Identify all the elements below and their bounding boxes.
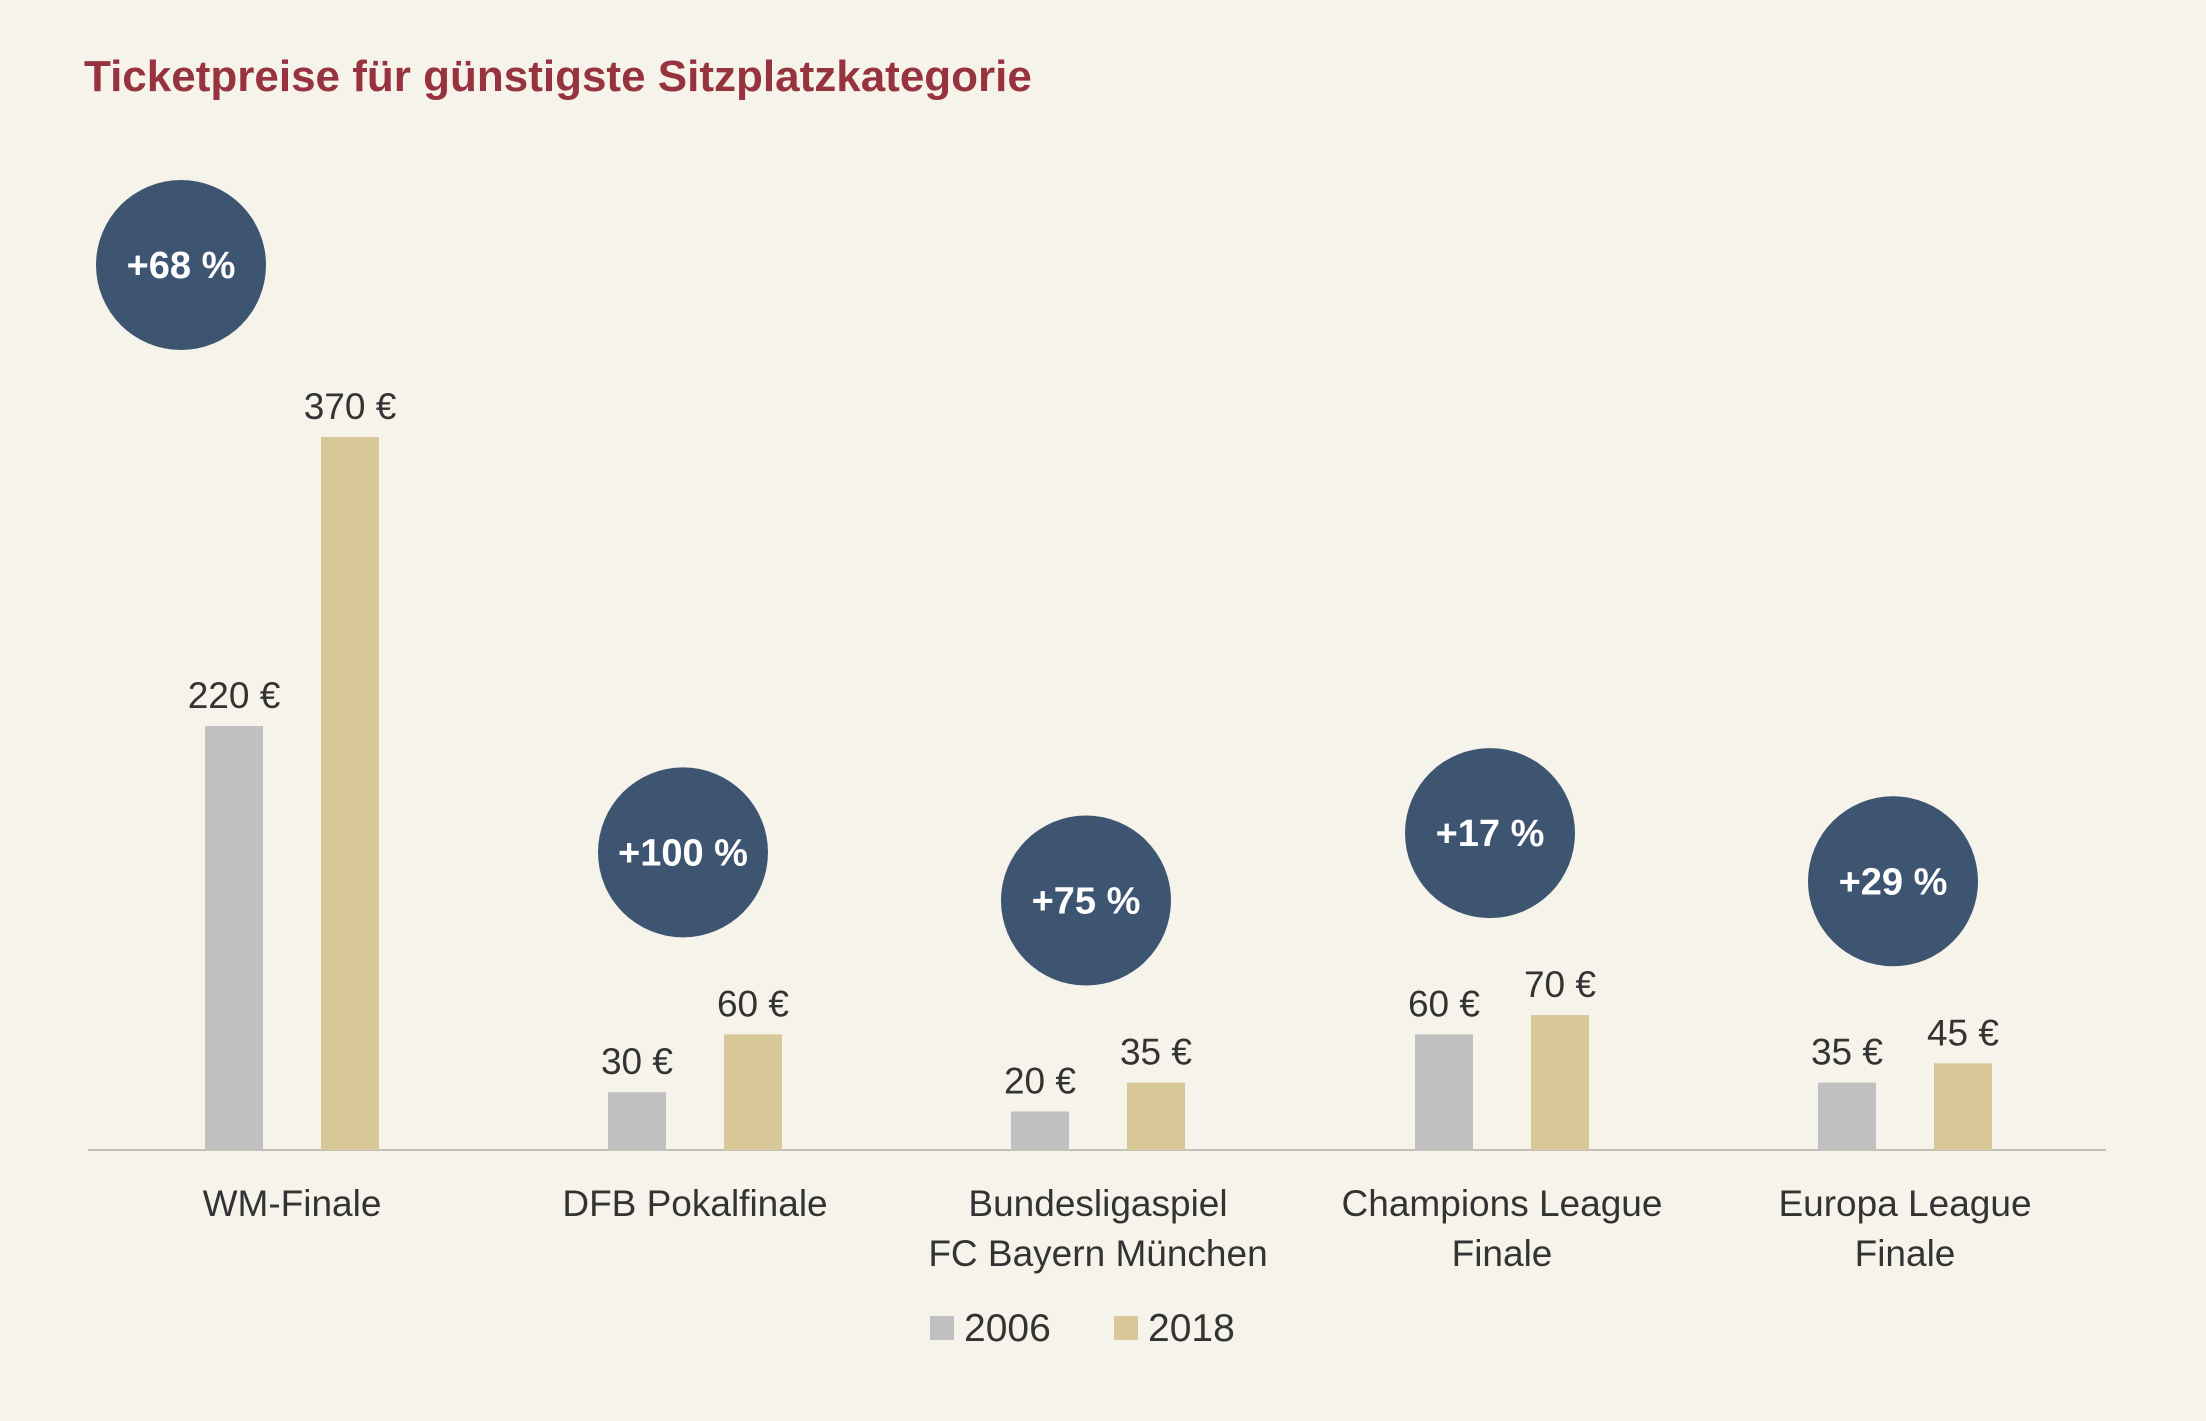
- category-label-4-0: Europa League: [1778, 1183, 2031, 1224]
- bar-2018-3: [1531, 1015, 1589, 1150]
- category-label-3-1: Finale: [1452, 1233, 1553, 1274]
- category-label-2-1: FC Bayern München: [928, 1233, 1267, 1274]
- category-label-3-0: Champions League: [1342, 1183, 1663, 1224]
- bar-2006-3: [1415, 1034, 1473, 1150]
- category-label-0-0: WM-Finale: [203, 1183, 382, 1224]
- bar-2006-0: [205, 726, 263, 1150]
- chart-title: Ticketpreise für günstigste Sitzplatzkat…: [84, 52, 1032, 101]
- category-label-4-1: Finale: [1855, 1233, 1956, 1274]
- category-label-2-0: Bundesligaspiel: [968, 1183, 1227, 1224]
- bar-label-2018-2: 35 €: [1120, 1032, 1192, 1073]
- bar-label-2006-4: 35 €: [1811, 1032, 1883, 1073]
- bar-2018-1: [724, 1034, 782, 1150]
- bar-label-2018-0: 370 €: [304, 386, 397, 427]
- bar-2006-2: [1011, 1111, 1069, 1150]
- bar-label-2006-1: 30 €: [601, 1041, 673, 1082]
- change-badge-4: [1808, 796, 1978, 967]
- bar-label-2006-0: 220 €: [188, 675, 281, 716]
- legend-swatch-2006: [930, 1316, 954, 1340]
- bar-2018-4: [1934, 1063, 1992, 1150]
- category-label-1-0: DFB Pokalfinale: [562, 1183, 827, 1224]
- change-badge-label-0: +68 %: [127, 245, 236, 287]
- bar-2006-1: [608, 1092, 666, 1150]
- change-badge-0: [96, 180, 266, 350]
- bar-label-2018-1: 60 €: [717, 983, 789, 1024]
- bar-2018-2: [1127, 1082, 1185, 1150]
- change-badge-label-3: +17 %: [1436, 813, 1545, 855]
- change-badge-label-4: +29 %: [1839, 861, 1948, 903]
- bar-2006-4: [1818, 1082, 1876, 1150]
- change-badge-3: [1405, 748, 1575, 919]
- change-badge-label-2: +75 %: [1032, 881, 1141, 923]
- change-badge-label-1: +100 %: [618, 832, 748, 874]
- bar-label-2018-3: 70 €: [1524, 964, 1596, 1005]
- bar-label-2018-4: 45 €: [1927, 1012, 1999, 1053]
- change-badge-1: [598, 767, 768, 938]
- bar-label-2006-2: 20 €: [1004, 1060, 1076, 1101]
- bar-2018-0: [321, 437, 379, 1150]
- change-badge-2: [1001, 815, 1171, 986]
- bar-label-2006-3: 60 €: [1408, 983, 1480, 1024]
- legend-swatch-2018: [1114, 1316, 1138, 1340]
- legend-label-2006: 2006: [964, 1307, 1051, 1350]
- legend-label-2018: 2018: [1148, 1307, 1235, 1350]
